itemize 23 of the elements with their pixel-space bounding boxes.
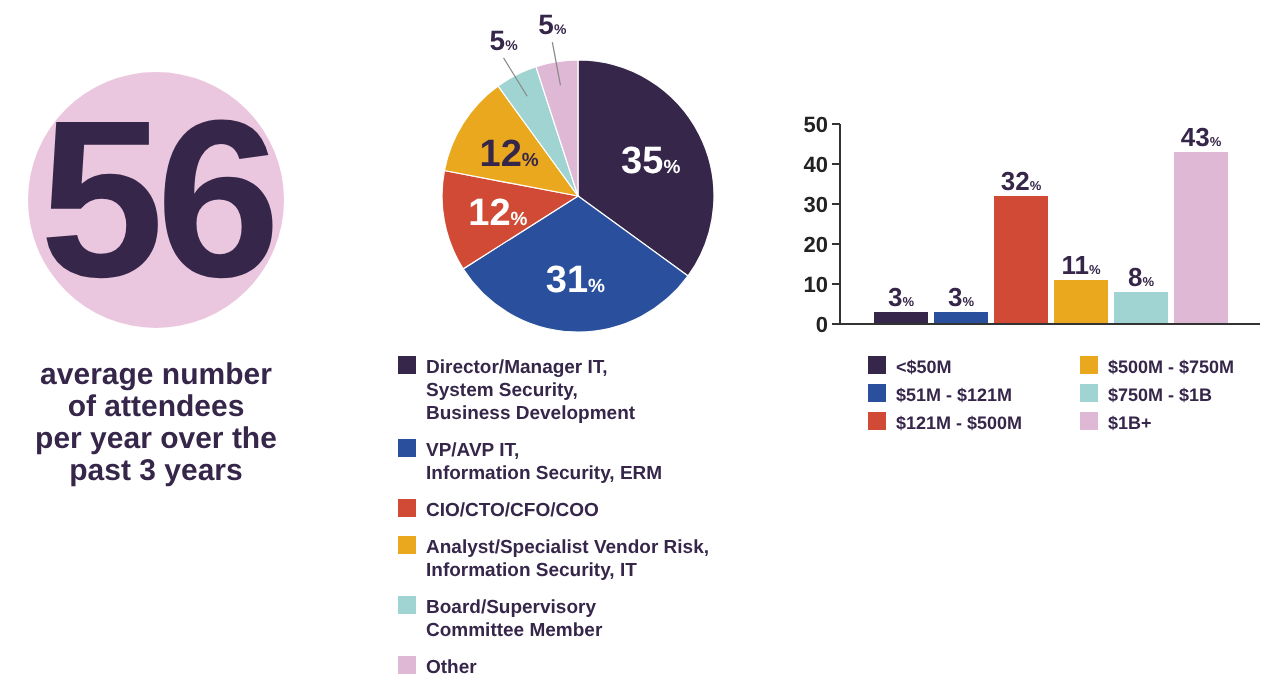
legend-label: $121M - $500M bbox=[896, 413, 1023, 433]
y-tick-label: 50 bbox=[803, 114, 828, 138]
legend-label: $51M - $121M bbox=[896, 385, 1013, 405]
y-tick-label: 30 bbox=[803, 194, 828, 218]
y-tick-label: 0 bbox=[815, 314, 828, 338]
legend-label: $750M - $1B bbox=[1108, 385, 1214, 405]
y-tick-label: 20 bbox=[803, 234, 828, 258]
legend-label: Analyst/Specialist Vendor Risk, Information Security, IT bbox=[426, 537, 709, 582]
legend-label: Other bbox=[426, 657, 478, 679]
y-tick-label: 10 bbox=[803, 274, 828, 298]
legend-label: CIO/CTO/CFO/COO bbox=[426, 500, 599, 522]
legend-label: $1B+ bbox=[1108, 413, 1152, 433]
legend-label: Director/Manager IT, System Security, Business Development bbox=[426, 357, 637, 425]
text: average number of attendees per year over the past 3 years bbox=[35, 358, 277, 488]
data-label: 12% bbox=[468, 193, 529, 236]
legend-label: $500M - $750M bbox=[1108, 357, 1235, 377]
data-label: 12% bbox=[479, 134, 540, 177]
legend-label: VP/AVP IT, Information Security, ERM bbox=[426, 440, 663, 485]
legend-label: <$50M bbox=[896, 357, 952, 377]
y-tick-label: 40 bbox=[803, 154, 828, 178]
data-label: 35% bbox=[621, 140, 682, 183]
legend-label: Board/Supervisory Committee Member bbox=[426, 597, 603, 642]
data-label: 31% bbox=[545, 259, 607, 302]
